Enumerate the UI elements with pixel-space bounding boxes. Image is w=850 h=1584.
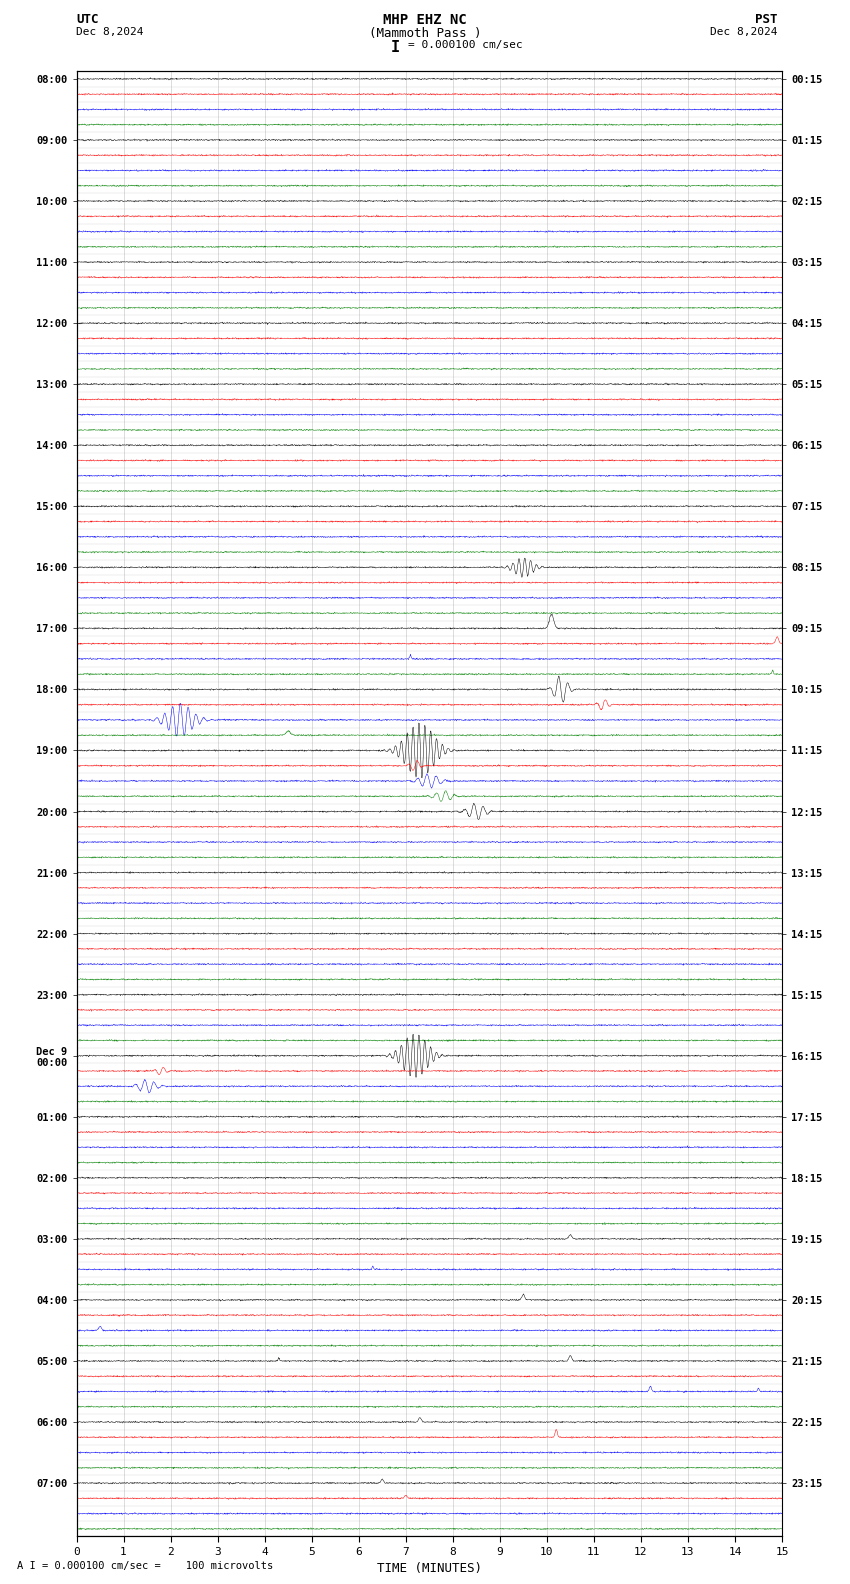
Text: MHP EHZ NC: MHP EHZ NC [383, 13, 467, 27]
Text: I: I [391, 40, 399, 54]
Text: A I = 0.000100 cm/sec =    100 microvolts: A I = 0.000100 cm/sec = 100 microvolts [17, 1562, 273, 1571]
Text: Dec 8,2024: Dec 8,2024 [76, 27, 144, 36]
X-axis label: TIME (MINUTES): TIME (MINUTES) [377, 1562, 482, 1576]
Text: PST: PST [756, 13, 778, 25]
Text: UTC: UTC [76, 13, 99, 25]
Text: Dec 8,2024: Dec 8,2024 [711, 27, 778, 36]
Text: = 0.000100 cm/sec: = 0.000100 cm/sec [408, 40, 523, 49]
Text: (Mammoth Pass ): (Mammoth Pass ) [369, 27, 481, 40]
